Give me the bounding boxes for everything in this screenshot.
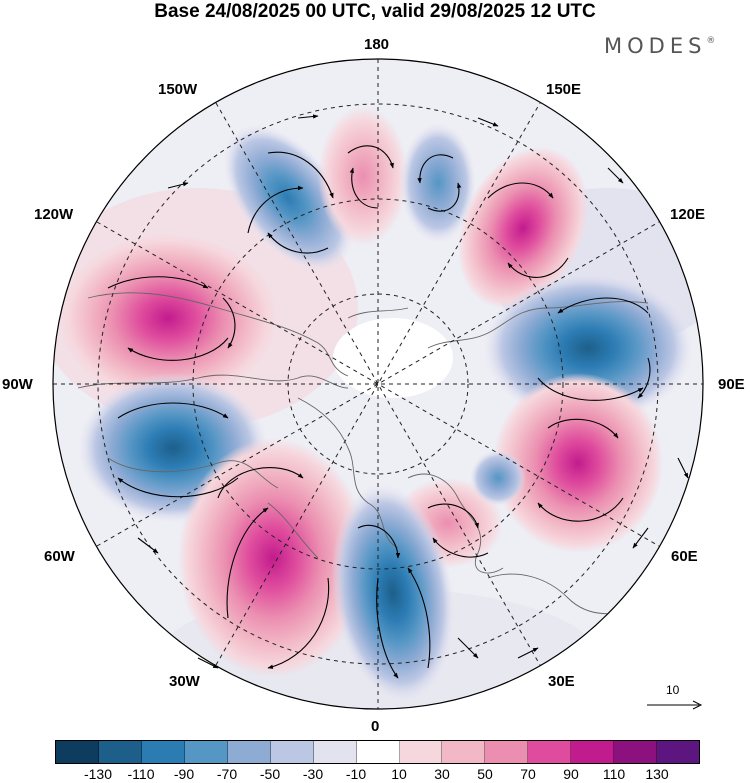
lon-label-120w: 120W xyxy=(34,206,74,223)
lon-label-90e: 90E xyxy=(718,376,745,393)
anomaly-chukchi-high xyxy=(318,106,408,246)
colorbar-segment xyxy=(184,741,228,763)
colorbar-segment xyxy=(485,741,529,763)
graticule xyxy=(53,59,703,709)
lon-label-90w: 90W xyxy=(2,376,33,393)
anomaly-western-canada-high xyxy=(58,233,278,403)
vector-scale-arrow xyxy=(647,700,703,710)
lon-label-150e: 150E xyxy=(546,81,582,98)
lon-label-60e: 60E xyxy=(671,548,698,565)
anomaly-small-low xyxy=(470,450,526,506)
colorbar-segment xyxy=(528,741,572,763)
colorbar-tick-label: 50 xyxy=(477,766,493,782)
colorbar-tick-label: 10 xyxy=(391,766,407,782)
colorbar-tick-label: 130 xyxy=(645,766,669,782)
map-title: Base 24/08/2025 00 UTC, valid 29/08/2025… xyxy=(154,1,596,22)
colorbar-tick-label: -50 xyxy=(259,766,281,782)
colorbar-segment xyxy=(98,741,142,763)
colorbar-segment xyxy=(56,741,99,763)
colorbar-tick-label: -90 xyxy=(173,766,195,782)
colorbar-tick-label: -30 xyxy=(302,766,324,782)
lon-label-150w: 150W xyxy=(158,81,198,98)
anomaly-ne-siberia-high xyxy=(457,146,589,310)
colorbar-tick-label: 70 xyxy=(520,766,536,782)
lon-label-180: 180 xyxy=(364,36,390,53)
anomaly-east-siberian-low xyxy=(400,123,476,243)
colorbar-segment xyxy=(313,741,357,763)
lon-label-0: 0 xyxy=(371,718,380,735)
colorbar-tick-label: -10 xyxy=(345,766,367,782)
vector-scale-label: 10 xyxy=(666,683,680,697)
lon-label-120e: 120E xyxy=(670,206,706,223)
anomaly-aleutian-low xyxy=(223,124,353,272)
colorbar-tick-label: 110 xyxy=(602,766,626,782)
colorbar-tick-label: -70 xyxy=(216,766,238,782)
colorbar-segment xyxy=(141,741,185,763)
colorbar xyxy=(55,740,700,764)
colorbar-tick-label: -110 xyxy=(127,766,155,782)
colorbar-segment xyxy=(270,741,314,763)
anomaly-ne-atlantic-low xyxy=(331,483,455,703)
colorbar-tick-label: -130 xyxy=(83,766,113,782)
colorbar-tick-label: 30 xyxy=(434,766,450,782)
wind-vectors xyxy=(107,114,689,679)
polar-map xyxy=(52,58,704,710)
lon-label-60w: 60W xyxy=(44,548,75,565)
colorbar-segment xyxy=(571,741,615,763)
colorbar-segment xyxy=(227,741,271,763)
anomaly-western-siberia-high xyxy=(493,373,663,553)
anomaly-north-atlantic-high xyxy=(178,438,368,678)
colorbar-segment xyxy=(442,741,486,763)
colorbar-tick-label: 90 xyxy=(563,766,579,782)
colorbar-ticks: -130 -110 -90 -70 -50 -30 -10 10 30 50 70 90 110 130 xyxy=(55,766,700,783)
colorbar-segment xyxy=(399,741,443,763)
lon-label-30e: 30E xyxy=(548,673,575,690)
colorbar-segment xyxy=(356,741,400,763)
brand-logo: MODES® xyxy=(604,34,716,58)
lon-label-30w: 30W xyxy=(169,673,200,690)
colorbar-segment xyxy=(657,741,700,763)
colorbar-segment xyxy=(614,741,658,763)
